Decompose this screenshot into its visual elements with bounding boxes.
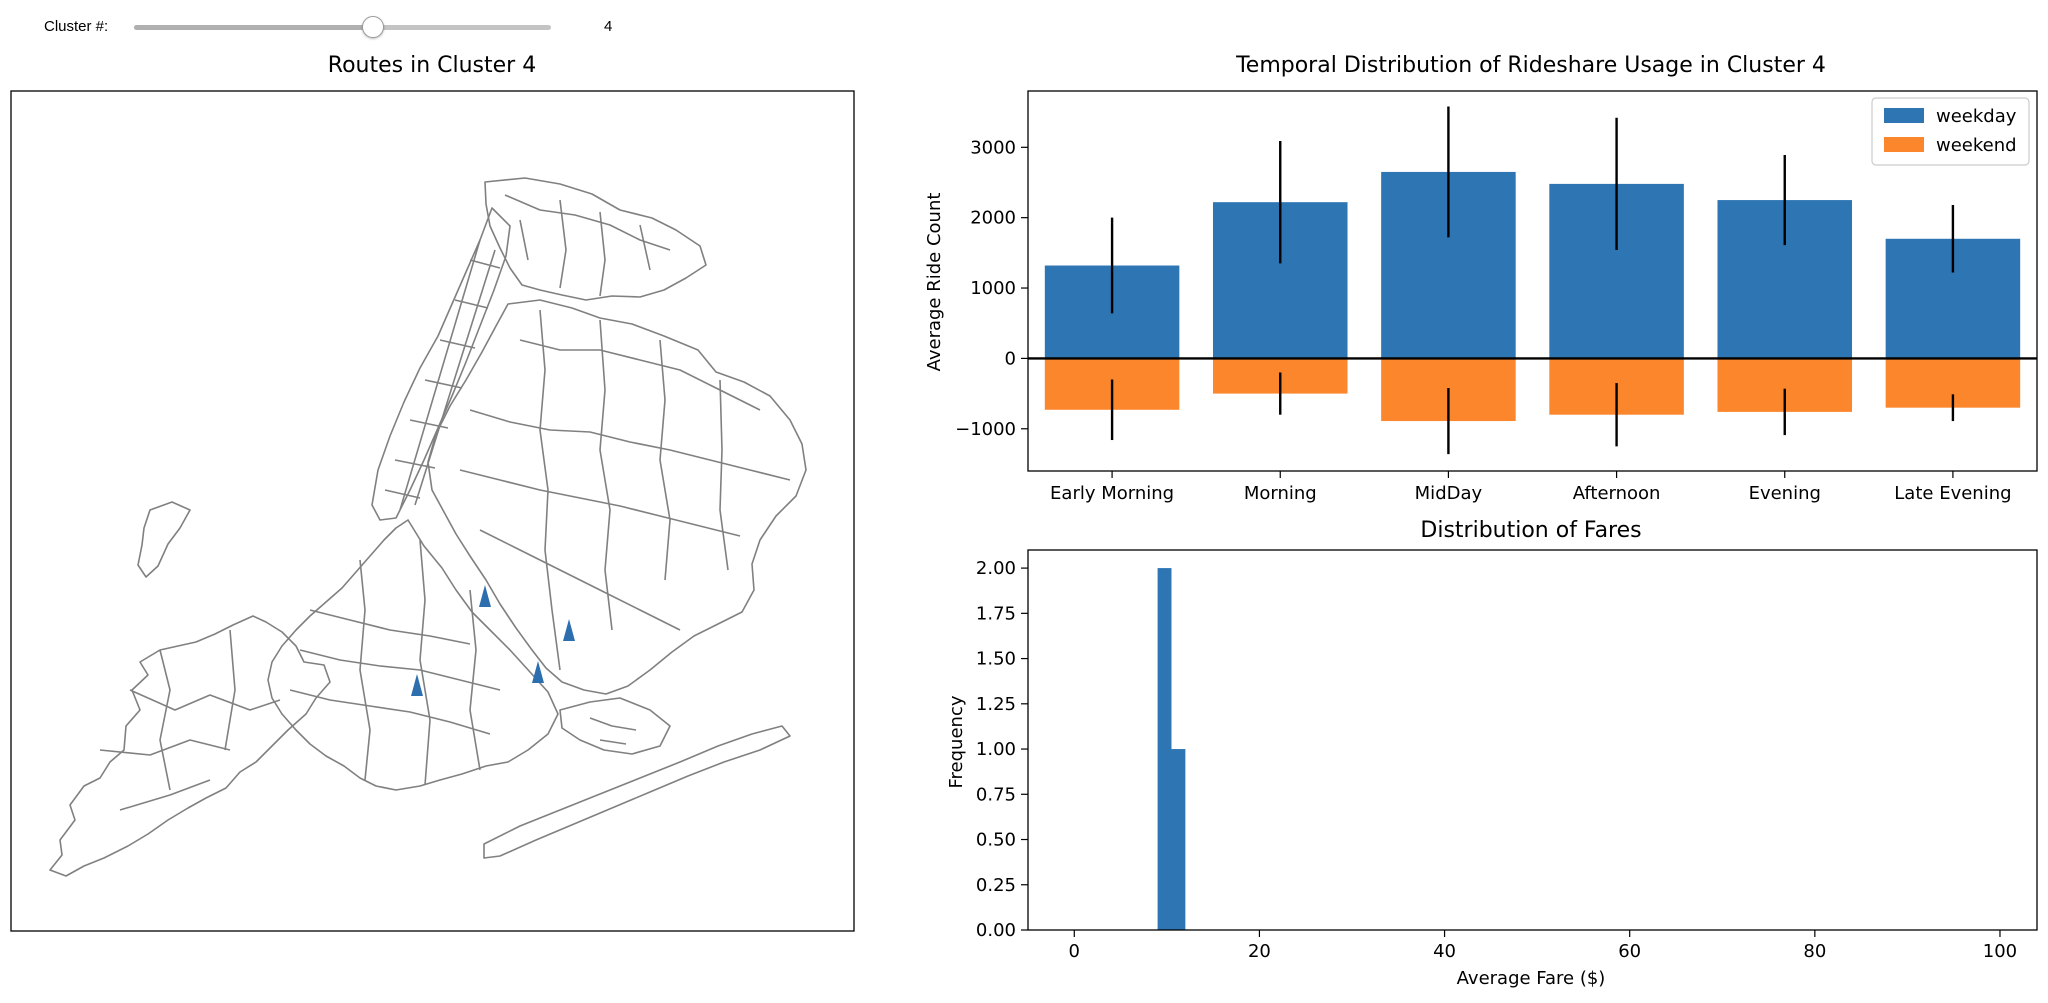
bar-xtick-label: Afternoon (1573, 483, 1661, 504)
small-island-outline (137, 501, 191, 578)
hist-ytick-label: 1.50 (976, 649, 1016, 670)
hist-bar (1157, 568, 1172, 930)
hist-xtick-label: 60 (1618, 941, 1641, 962)
cluster-slider-row: Cluster #: 4 (0, 0, 700, 56)
hist-bars-layer (1157, 568, 1186, 930)
legend-weekend-swatch (1884, 137, 1924, 152)
hist-xtick-label: 80 (1803, 941, 1826, 962)
cluster-slider-label: Cluster #: (44, 18, 109, 35)
routes-map: Routes in Cluster 4 (10, 53, 855, 932)
route-marker (479, 585, 491, 607)
bar-ytick-label: 1000 (970, 278, 1016, 299)
route-marker (563, 619, 575, 641)
bar-chart-ylabel: Average Ride Count (924, 193, 945, 372)
hist-ytick-label: 0.50 (976, 830, 1016, 851)
temporal-bar-chart: Temporal Distribution of Rideshare Usage… (924, 53, 2038, 504)
cluster-slider-value: 4 (604, 18, 613, 35)
hist-axes-layer: 0 20 40 60 80 100 0.00 0.25 0.50 0.75 1.00 1.25 1.50… (976, 558, 2017, 962)
hist-ytick-label: 0.00 (976, 920, 1016, 941)
brooklyn-outline (267, 519, 559, 791)
bar-xtick-label: Morning (1244, 483, 1317, 504)
bar-chart-axes-layer: −1000 0 1000 2000 3000 Early Morning Morning Mi… (955, 137, 2011, 504)
bar-chart-errorbars-layer (1028, 106, 2037, 455)
legend-weekday-label: weekday (1936, 106, 2017, 127)
queens-outline (427, 299, 807, 695)
route-markers (411, 585, 575, 696)
hist-xlabel: Average Fare ($) (1457, 968, 1606, 989)
legend-weekday-swatch (1884, 108, 1924, 123)
bar-xtick-label: Early Morning (1050, 483, 1174, 504)
hist-ylabel: Frequency (946, 695, 967, 788)
hist-ytick-label: 0.25 (976, 875, 1016, 896)
hist-xtick-label: 100 (1983, 941, 2017, 962)
cluster-slider-thumb[interactable] (361, 16, 384, 38)
fare-histogram: Distribution of Fares Frequency Average … (946, 518, 2038, 989)
jamaica-bay-outline (559, 697, 671, 755)
hist-ytick-label: 2.00 (976, 558, 1016, 579)
hist-xtick-label: 0 (1069, 941, 1080, 962)
route-marker (532, 661, 544, 683)
bar-ytick-label: −1000 (955, 419, 1016, 440)
hist-xtick-label: 40 (1433, 941, 1456, 962)
bar-xtick-label: MidDay (1415, 483, 1483, 504)
bar-chart-title: Temporal Distribution of Rideshare Usage… (1235, 53, 1826, 78)
hist-title: Distribution of Fares (1420, 518, 1641, 543)
bar-chart-bars-layer (1044, 171, 2021, 422)
cluster-slider-track[interactable] (134, 16, 551, 38)
hist-ytick-label: 1.00 (976, 739, 1016, 760)
legend-weekend-label: weekend (1936, 135, 2017, 156)
bar-xtick-label: Late Evening (1894, 483, 2011, 504)
hist-ytick-label: 0.75 (976, 784, 1016, 805)
staten-island-outline (49, 615, 331, 877)
borough-boundaries (49, 177, 807, 877)
bar-ytick-label: 2000 (970, 208, 1016, 229)
map-frame (10, 90, 855, 932)
cluster-slider-fill (134, 25, 372, 30)
hist-xtick-label: 20 (1248, 941, 1271, 962)
map-title: Routes in Cluster 4 (328, 53, 536, 78)
hist-ytick-label: 1.25 (976, 694, 1016, 715)
bar-ytick-label: 0 (1005, 348, 1016, 369)
hist-ytick-label: 1.75 (976, 603, 1016, 624)
route-marker (411, 674, 423, 696)
hist-bar (1171, 749, 1186, 930)
rockaway-outline (483, 725, 791, 859)
bar-xtick-label: Evening (1749, 483, 1821, 504)
bar-chart-legend: weekday weekend (1871, 97, 2030, 166)
bar-ytick-label: 3000 (970, 137, 1016, 158)
bar-chart-frame (1027, 90, 2038, 472)
hist-frame (1027, 549, 2038, 931)
